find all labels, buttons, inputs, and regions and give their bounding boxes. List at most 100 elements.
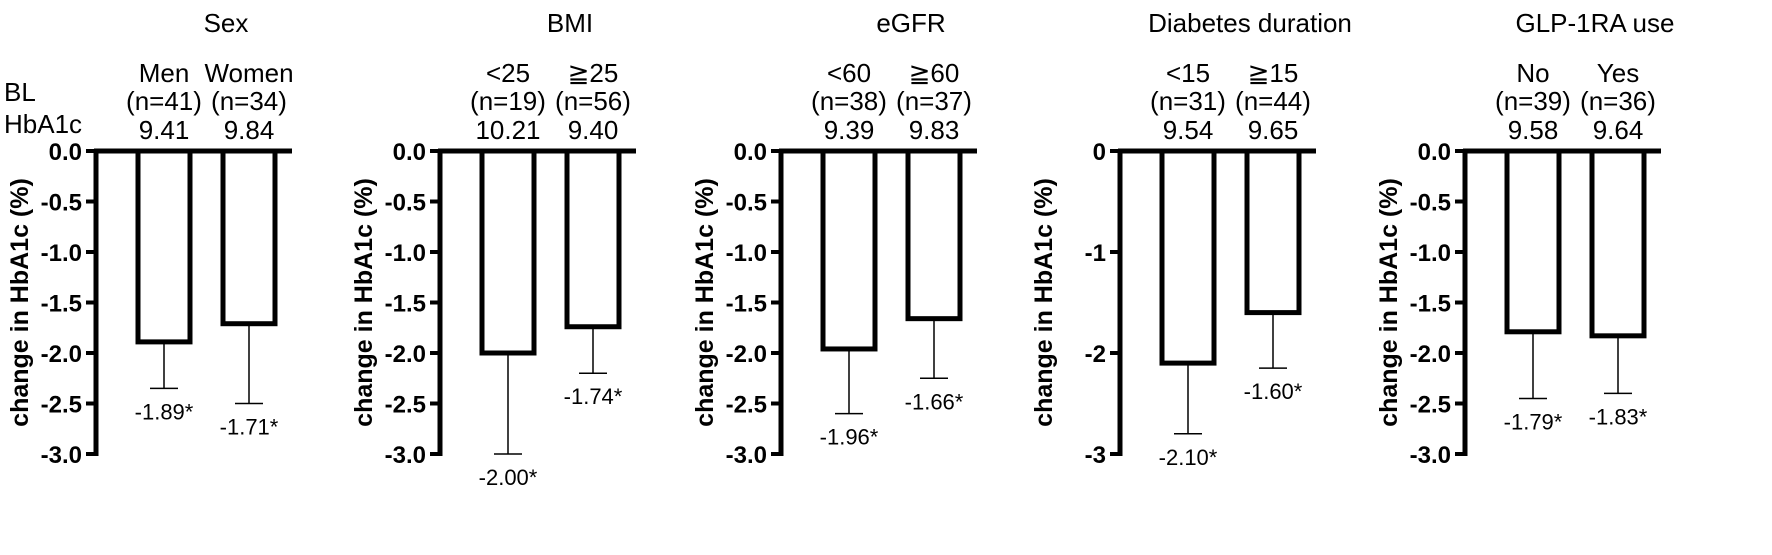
value-label: -1.89* [135,399,194,424]
baseline-hba1c-value: 9.65 [1248,115,1299,145]
y-tick-label: -0.5 [726,190,767,217]
bl-label-line-2: HbA1c [4,109,83,139]
y-tick-label: 0.0 [49,139,82,166]
y-tick-label: -2.0 [41,341,82,368]
chart-panel-4: Diabetes duration change in HbA1c (%) 0 -1 -… [1030,8,1352,470]
y-axis-label: change in HbA1c (%) [6,178,34,427]
y-axis-label: change in HbA1c (%) [1375,178,1403,427]
sample-size-label: (n=31) [1150,86,1226,116]
value-label: -1.96* [820,425,879,450]
value-label: -1.71* [220,415,279,440]
chart-title: Diabetes duration [1148,8,1352,38]
y-tick-label: -2.0 [1410,341,1451,368]
category-label: <15 [1166,58,1210,88]
baseline-hba1c-value: 9.83 [909,115,960,145]
value-label: -1.60* [1244,379,1303,404]
sample-size-label: (n=41) [126,86,202,116]
y-tick-label: -3.0 [41,442,82,469]
sample-size-label: (n=34) [211,86,287,116]
y-tick-label: -1 [1085,240,1106,267]
value-label: -1.66* [905,389,964,414]
y-tick-label: -0.5 [1410,190,1451,217]
bar [1504,148,1562,335]
value-label: -1.79* [1504,409,1563,434]
bar [564,148,622,330]
sample-size-label: (n=36) [1580,86,1656,116]
y-tick-label: 0.0 [734,139,767,166]
y-axis-label: change in HbA1c (%) [1030,178,1058,427]
chart-title: GLP-1RA use [1516,8,1675,38]
value-label: -2.00* [479,465,538,490]
chart-panel-3: eGFR change in HbA1c (%) 0.0 -0.5 -1.0 -1.5 -2… [691,8,977,469]
y-axis-label: change in HbA1c (%) [350,178,378,427]
y-tick-label: -0.5 [41,190,82,217]
y-tick-label: -2.5 [41,392,82,419]
sample-size-label: (n=37) [896,86,972,116]
y-tick-label: -1.0 [1410,240,1451,267]
bar [820,148,878,352]
value-label: -1.74* [564,384,623,409]
y-axis-label: change in HbA1c (%) [691,178,719,427]
value-label: -2.10* [1159,445,1218,470]
category-label: Men [139,58,190,88]
baseline-hba1c-value: 10.21 [475,115,540,145]
y-tick-label: -3.0 [385,442,426,469]
chart-panel-2: BMI change in HbA1c (%) 0.0 -0.5 -1.0 -1.5 -2.… [350,8,636,490]
sample-size-label: (n=19) [470,86,546,116]
category-label: <60 [827,58,871,88]
y-tick-label: -3.0 [726,442,767,469]
y-tick-label: -1.0 [385,240,426,267]
chart-title: Sex [204,8,249,38]
sample-size-label: (n=39) [1495,86,1571,116]
bar [1244,148,1302,316]
category-label: Yes [1597,58,1639,88]
chart-panel-5: GLP-1RA use change in HbA1c (%) 0.0 -0.5 -1.… [1375,8,1674,469]
bar [1159,148,1217,366]
bar [1589,148,1647,339]
y-tick-label: -0.5 [385,190,426,217]
category-label: ≧60 [909,58,960,88]
sample-size-label: (n=44) [1235,86,1311,116]
y-tick-label: -2.5 [726,392,767,419]
category-label: <25 [486,58,530,88]
category-label: Women [204,58,293,88]
y-tick-label: -1.5 [385,291,426,318]
baseline-hba1c-value: 9.64 [1593,115,1644,145]
category-label: No [1516,58,1549,88]
y-tick-label: -1.5 [726,291,767,318]
y-tick-label: 0 [1093,139,1106,166]
baseline-hba1c-value: 9.84 [224,115,275,145]
sample-size-label: (n=56) [555,86,631,116]
y-tick-label: -2.0 [385,341,426,368]
y-tick-label: -2.5 [1410,392,1451,419]
baseline-hba1c-value: 9.58 [1508,115,1559,145]
y-tick-label: -1.0 [726,240,767,267]
bar [479,148,537,356]
y-tick-label: 0.0 [1418,139,1451,166]
bar [135,148,193,345]
y-tick-label: -3.0 [1410,442,1451,469]
y-tick-label: 0.0 [393,139,426,166]
chart-title: BMI [547,8,593,38]
chart-panel-1: Sex change in HbA1c (%) 0.0 -0.5 -1.0 -1.5 -2.… [6,8,294,469]
baseline-hba1c-value: 9.40 [568,115,619,145]
y-tick-label: -2 [1085,341,1106,368]
category-label: ≧25 [568,58,619,88]
y-tick-label: -3 [1085,442,1106,469]
bar [905,148,963,322]
bl-label-line-1: BL [4,77,36,107]
value-label: -1.83* [1589,404,1648,429]
bar [220,148,278,327]
y-tick-label: -1.0 [41,240,82,267]
sample-size-label: (n=38) [811,86,887,116]
y-tick-label: -1.5 [41,291,82,318]
category-label: ≧15 [1248,58,1299,88]
baseline-hba1c-value: 9.39 [824,115,875,145]
baseline-hba1c-value: 9.54 [1163,115,1214,145]
y-tick-label: -2.0 [726,341,767,368]
y-tick-label: -2.5 [385,392,426,419]
chart-title: eGFR [876,8,945,38]
y-tick-label: -1.5 [1410,291,1451,318]
baseline-hba1c-value: 9.41 [139,115,190,145]
